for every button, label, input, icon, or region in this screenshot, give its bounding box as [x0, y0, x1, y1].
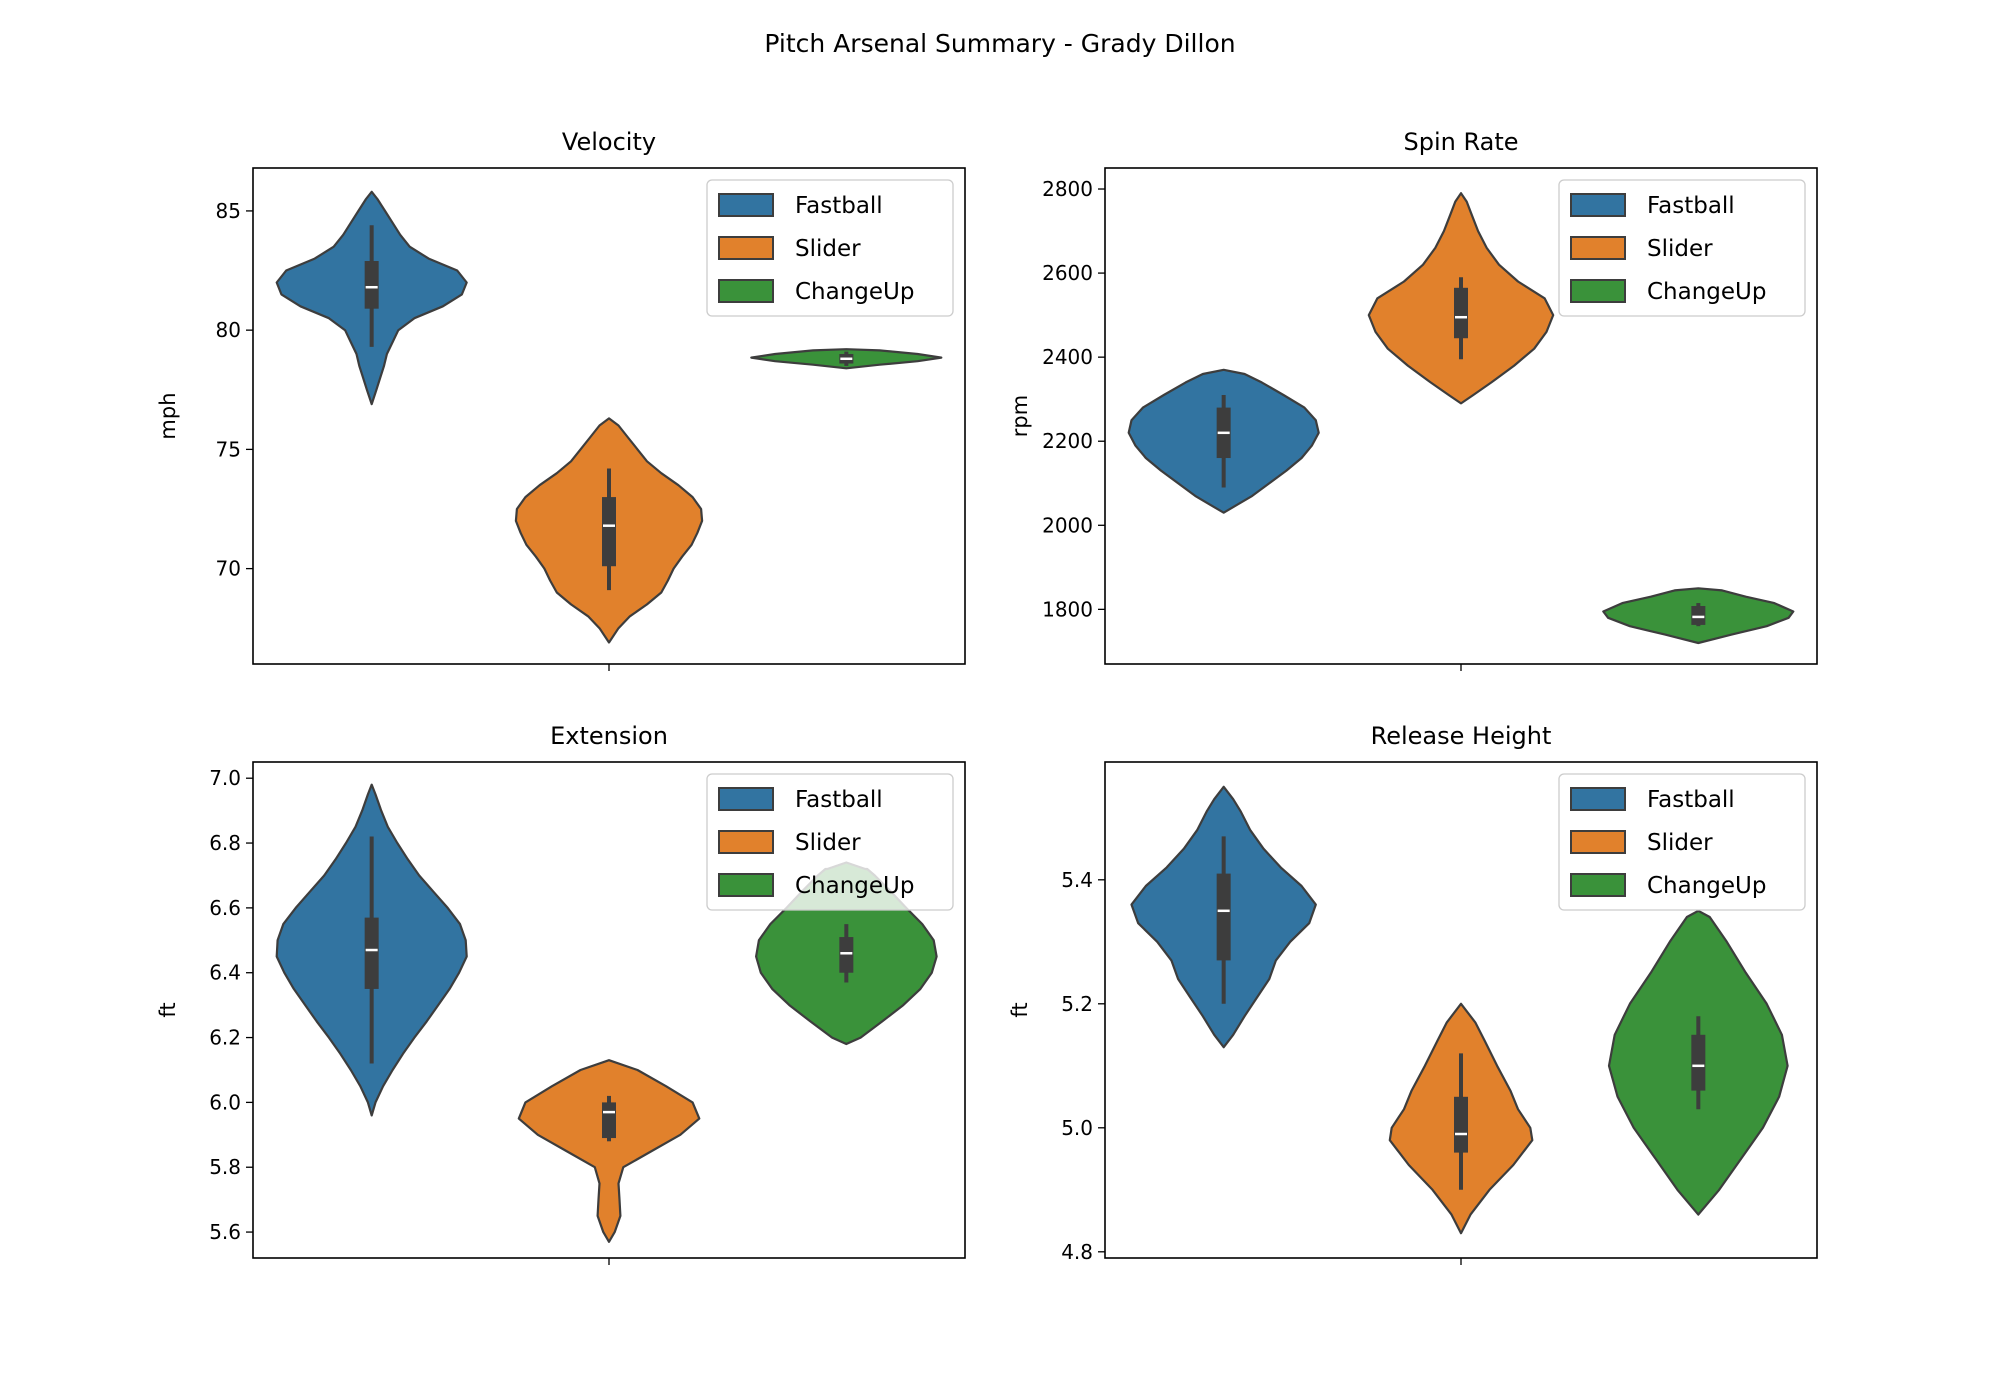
legend-swatch-changeup — [1570, 279, 1626, 303]
legend: Fastball Slider ChangeUp — [706, 773, 954, 911]
y-tick-label: 2200 — [1042, 429, 1093, 453]
y-tick-label: 2800 — [1042, 177, 1093, 201]
violin-slider — [517, 1059, 701, 1243]
legend-swatch-slider — [718, 236, 774, 260]
subplot-title: Release Height — [1371, 722, 1552, 750]
iqr-box — [1691, 1034, 1706, 1091]
iqr-box — [364, 261, 379, 309]
iqr-box — [602, 497, 616, 567]
legend-label-slider: Slider — [795, 236, 861, 262]
y-tick-label: 1800 — [1042, 597, 1093, 621]
iqr-box — [1216, 873, 1231, 961]
legend-swatch-changeup — [718, 279, 774, 303]
y-axis-label: mph — [156, 392, 180, 439]
subplot-velocity: Velocity 70 75 80 85 mph Fastball Slider ChangeU… — [156, 128, 966, 671]
violin-changeup — [1602, 587, 1795, 645]
iqr-box — [364, 917, 379, 989]
iqr-box — [839, 937, 854, 973]
legend-label-fastball: Fastball — [1647, 787, 1735, 813]
y-tick-label: 6.0 — [209, 1090, 241, 1114]
subplot-title: Spin Rate — [1403, 128, 1518, 156]
y-tick-label: 5.6 — [209, 1220, 241, 1244]
violin-slider — [1367, 192, 1555, 405]
iqr-box — [1691, 605, 1706, 625]
legend-label-slider: Slider — [795, 830, 861, 856]
legend-swatch-slider — [718, 830, 774, 854]
legend-label-fastball: Fastball — [1647, 193, 1735, 219]
y-axis-label: rpm — [1008, 395, 1032, 437]
figure-suptitle: Pitch Arsenal Summary - Grady Dillon — [764, 29, 1235, 58]
subplot-title: Extension — [550, 722, 668, 750]
legend-swatch-slider — [1570, 830, 1626, 854]
legend-swatch-changeup — [718, 873, 774, 897]
y-tick-label: 2600 — [1042, 261, 1093, 285]
iqr-box — [1454, 287, 1468, 339]
y-tick-label: 5.4 — [1061, 868, 1093, 892]
legend-label-slider: Slider — [1647, 830, 1713, 856]
legend-swatch-fastball — [718, 193, 774, 217]
violin-fastball — [275, 190, 468, 406]
legend-swatch-fastball — [1570, 787, 1626, 811]
y-tick-label: 2000 — [1042, 513, 1093, 537]
violin-fastball — [1130, 785, 1317, 1049]
y-tick-label: 6.6 — [209, 896, 241, 920]
subplot-extension: Extension 5.6 5.8 6.0 6.2 6.4 6.6 6.8 7.0 ft Fastb… — [156, 722, 966, 1265]
axes-frame — [1104, 761, 1818, 1259]
iqr-box — [602, 1102, 616, 1139]
subplot-release-height: Release Height 4.8 5.0 5.2 5.4 ft Fastball Slid… — [1008, 722, 1818, 1265]
legend-swatch-slider — [1570, 236, 1626, 260]
y-tick-label: 70 — [216, 557, 241, 581]
legend: Fastball Slider ChangeUp — [1558, 179, 1806, 317]
legend-label-slider: Slider — [1647, 236, 1713, 262]
axes-frame — [252, 167, 966, 665]
violin-changeup — [1607, 909, 1789, 1216]
violin-fastball — [275, 783, 468, 1117]
y-tick-label: 5.2 — [1061, 992, 1093, 1016]
y-tick-label: 6.4 — [209, 961, 241, 985]
violin-changeup — [750, 348, 943, 370]
subplot-spin-rate: Spin Rate 1800 2000 2200 2400 2600 2800 rpm Fast… — [1008, 128, 1818, 671]
y-tick-label: 6.2 — [209, 1026, 241, 1050]
legend-label-fastball: Fastball — [795, 787, 883, 813]
legend-label-changeup: ChangeUp — [795, 873, 915, 899]
iqr-box — [1454, 1096, 1468, 1153]
legend: Fastball Slider ChangeUp — [1558, 773, 1806, 911]
violin-slider — [514, 417, 704, 644]
violin-slider — [1388, 1002, 1534, 1235]
legend-label-fastball: Fastball — [795, 193, 883, 219]
legend: Fastball Slider ChangeUp — [706, 179, 954, 317]
subplot-grid: Velocity 70 75 80 85 mph Fastball Slider ChangeU… — [156, 128, 1818, 1265]
y-tick-label: 80 — [216, 318, 241, 342]
subplot-title: Velocity — [562, 128, 656, 156]
y-tick-label: 6.8 — [209, 831, 241, 855]
legend-label-changeup: ChangeUp — [1647, 279, 1767, 305]
legend-label-changeup: ChangeUp — [1647, 873, 1767, 899]
legend-swatch-fastball — [718, 787, 774, 811]
violin-body-slider — [517, 1059, 701, 1243]
y-tick-label: 75 — [216, 437, 241, 461]
legend-swatch-fastball — [1570, 193, 1626, 217]
y-axis-label: ft — [156, 1002, 180, 1017]
legend-swatch-changeup — [1570, 873, 1626, 897]
y-axis-label: ft — [1008, 1002, 1032, 1017]
legend-label-changeup: ChangeUp — [795, 279, 915, 305]
y-tick-label: 2400 — [1042, 345, 1093, 369]
y-tick-label: 7.0 — [209, 766, 241, 790]
y-tick-label: 4.8 — [1061, 1240, 1093, 1264]
y-tick-label: 5.0 — [1061, 1116, 1093, 1140]
violin-fastball — [1127, 368, 1320, 514]
y-tick-label: 5.8 — [209, 1155, 241, 1179]
y-tick-label: 85 — [216, 199, 241, 223]
axes-frame — [1104, 167, 1818, 665]
axes-frame — [252, 761, 966, 1259]
